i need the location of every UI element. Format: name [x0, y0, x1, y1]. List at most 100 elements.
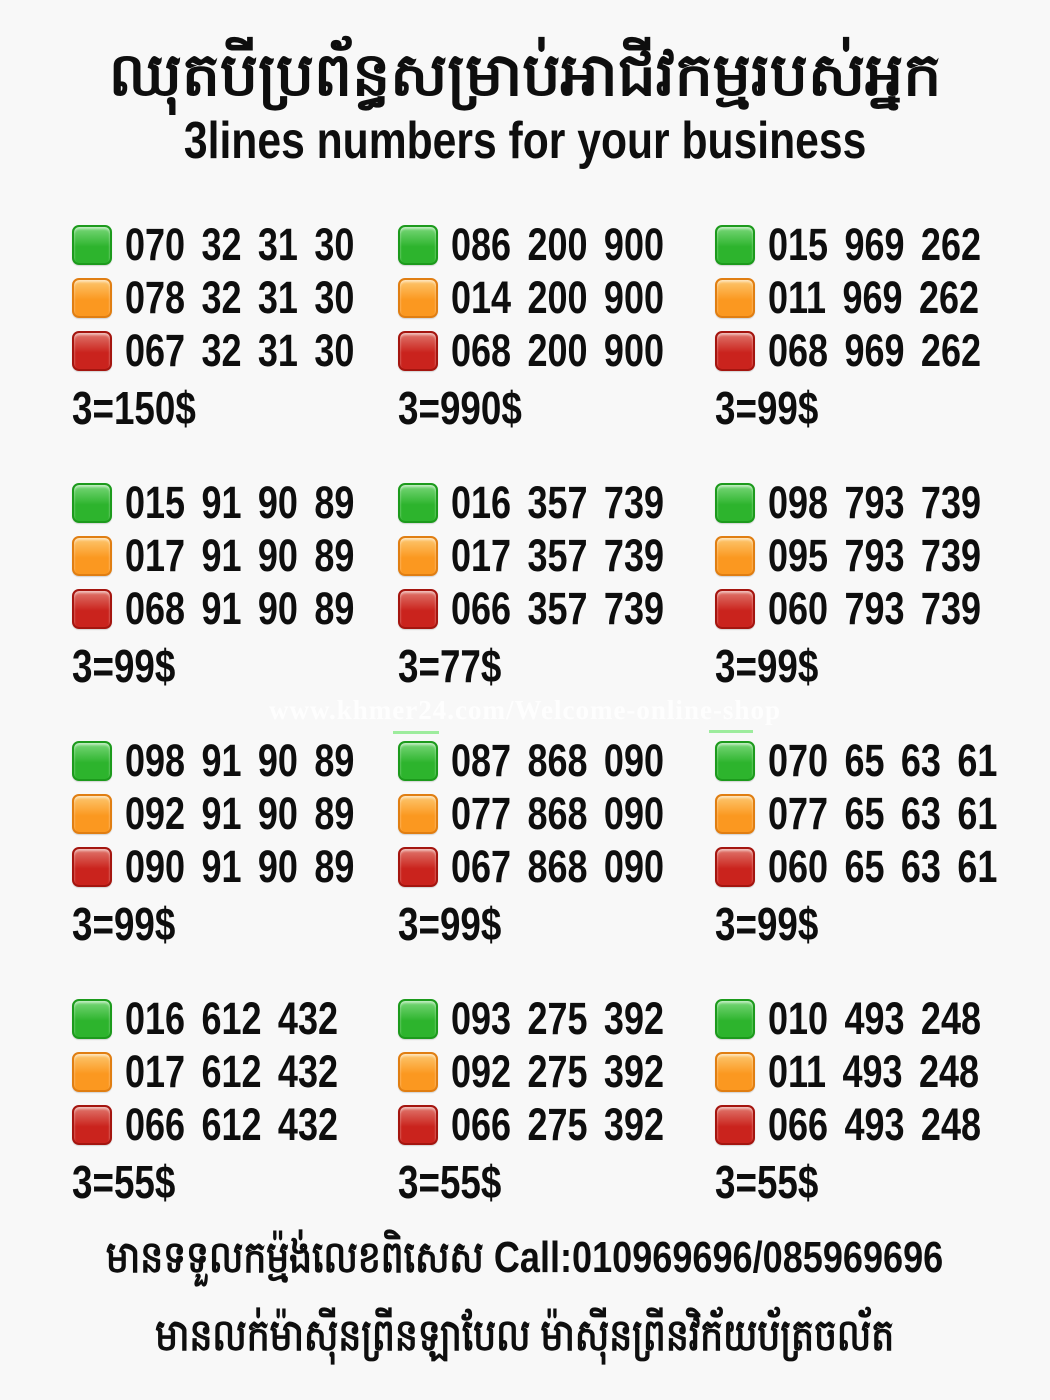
- number-line: 086 200 900: [398, 218, 715, 271]
- phone-number: 068 969 262: [768, 324, 981, 376]
- green-square-icon: [398, 224, 438, 265]
- number-line: 067 32 31 30: [72, 324, 398, 377]
- red-square-icon: [72, 588, 112, 629]
- orange-square-icon: [715, 277, 755, 318]
- phone-number: 098 793 739: [768, 476, 981, 528]
- title-english-wrap: 3lines numbers for your business: [0, 111, 1050, 171]
- green-square-icon: [72, 482, 112, 523]
- phone-number: 093 275 392: [451, 992, 664, 1044]
- number-line: 015 969 262: [715, 218, 1035, 271]
- footer-products-line: មានលក់ម៉ាស៊ីនព្រីនឡាបែល ម៉ាស៊ីនព្រីនវិក័…: [0, 1308, 1050, 1372]
- green-square-icon: [398, 998, 438, 1039]
- phone-number: 010 493 248: [768, 992, 981, 1044]
- phone-number: 092 91 90 89: [125, 787, 355, 839]
- green-square-icon: [715, 482, 755, 523]
- number-line: 016 357 739: [398, 476, 715, 529]
- price-label: 3=77$: [398, 640, 502, 692]
- number-line: 011 969 262: [715, 271, 1035, 324]
- price-label: 3=99$: [715, 640, 819, 692]
- phone-number: 015 91 90 89: [125, 476, 355, 528]
- green-square-icon: [72, 998, 112, 1039]
- number-block: 016 357 739 017 357 739 066 357 739 3=77$: [398, 476, 715, 734]
- number-line: 067 868 090: [398, 840, 715, 893]
- number-block: 087 868 090 077 868 090 067 868 090 3=99$: [398, 734, 715, 992]
- phone-number: 017 357 739: [451, 529, 664, 581]
- phone-number: 011 493 248: [768, 1045, 980, 1097]
- phone-number: 068 91 90 89: [125, 582, 355, 634]
- price-label: 3=150$: [72, 382, 196, 434]
- number-line: 066 357 739: [398, 582, 715, 635]
- price-label: 3=99$: [715, 382, 819, 434]
- orange-square-icon: [72, 277, 112, 318]
- orange-square-icon: [398, 1051, 438, 1092]
- phone-number: 067 868 090: [451, 840, 664, 892]
- green-square-icon: [72, 740, 112, 781]
- phone-number: 060 65 63 61: [768, 840, 998, 892]
- number-line: 078 32 31 30: [72, 271, 398, 324]
- footer-call-numbers: Call:010969696/085969696: [494, 1233, 944, 1282]
- number-line: 098 793 739: [715, 476, 1035, 529]
- watermark-underline-mark: [709, 730, 753, 733]
- number-line: 087 868 090: [398, 734, 715, 787]
- number-line: 093 275 392: [398, 992, 715, 1045]
- phone-number: 060 793 739: [768, 582, 981, 634]
- title-english: 3lines numbers for your business: [183, 112, 867, 170]
- phone-number: 095 793 739: [768, 529, 981, 581]
- red-square-icon: [715, 588, 755, 629]
- phone-number: 014 200 900: [451, 271, 664, 323]
- phone-number: 015 969 262: [768, 218, 981, 270]
- phone-number: 070 32 31 30: [125, 218, 355, 270]
- number-block: 016 612 432 017 612 432 066 612 432 3=55$: [72, 992, 398, 1250]
- orange-square-icon: [398, 793, 438, 834]
- phone-number: 017 612 432: [125, 1045, 338, 1097]
- phone-number: 017 91 90 89: [125, 529, 355, 581]
- orange-square-icon: [398, 277, 438, 318]
- phone-number: 066 357 739: [451, 582, 664, 634]
- phone-number: 077 868 090: [451, 787, 664, 839]
- number-line: 092 275 392: [398, 1045, 715, 1098]
- phone-number: 090 91 90 89: [125, 840, 355, 892]
- price-label: 3=99$: [72, 640, 176, 692]
- number-line: 017 91 90 89: [72, 529, 398, 582]
- number-line: 017 612 432: [72, 1045, 398, 1098]
- orange-square-icon: [72, 535, 112, 576]
- phone-number: 016 357 739: [451, 476, 664, 528]
- number-line: 070 65 63 61: [715, 734, 1035, 787]
- price-label: 3=99$: [72, 898, 176, 950]
- red-square-icon: [398, 330, 438, 371]
- red-square-icon: [398, 588, 438, 629]
- green-square-icon: [715, 740, 755, 781]
- orange-square-icon: [72, 1051, 112, 1092]
- header: ឈុតបីប្រព័ន្ធសម្រាប់អាជីវកម្មរបស់អ្នក 3l…: [0, 0, 1050, 171]
- number-line: 068 200 900: [398, 324, 715, 377]
- number-line: 066 275 392: [398, 1098, 715, 1151]
- green-square-icon: [715, 998, 755, 1039]
- number-block: 010 493 248 011 493 248 066 493 248 3=55$: [715, 992, 1035, 1250]
- phone-number: 070 65 63 61: [768, 734, 998, 786]
- phone-number: 087 868 090: [451, 734, 664, 786]
- number-line: 090 91 90 89: [72, 840, 398, 893]
- phone-number: 092 275 392: [451, 1045, 664, 1097]
- red-square-icon: [72, 846, 112, 887]
- phone-number: 077 65 63 61: [768, 787, 998, 839]
- footer-products-khmer: មានលក់ម៉ាស៊ីនព្រីនឡាបែល ម៉ាស៊ីនព្រីនវិក័…: [155, 1311, 895, 1360]
- phone-number: 067 32 31 30: [125, 324, 355, 376]
- number-line: 015 91 90 89: [72, 476, 398, 529]
- price-label: 3=99$: [715, 898, 819, 950]
- number-line: 070 32 31 30: [72, 218, 398, 271]
- phone-number: 098 91 90 89: [125, 734, 355, 786]
- red-square-icon: [398, 846, 438, 887]
- number-line: 068 91 90 89: [72, 582, 398, 635]
- phone-number: 066 612 432: [125, 1098, 338, 1150]
- phone-number: 068 200 900: [451, 324, 664, 376]
- price-label: 3=990$: [398, 382, 522, 434]
- orange-square-icon: [715, 535, 755, 576]
- number-line: 060 793 739: [715, 582, 1035, 635]
- watermark-underline-mark: [393, 731, 439, 734]
- number-line: 011 493 248: [715, 1045, 1035, 1098]
- red-square-icon: [715, 330, 755, 371]
- phone-number: 066 493 248: [768, 1098, 981, 1150]
- footer-order-khmer: មានទទួលកម្ម៉ង់លេខពិសេស: [106, 1233, 485, 1282]
- number-block: 098 91 90 89 092 91 90 89 090 91 90 89 3=99…: [72, 734, 398, 992]
